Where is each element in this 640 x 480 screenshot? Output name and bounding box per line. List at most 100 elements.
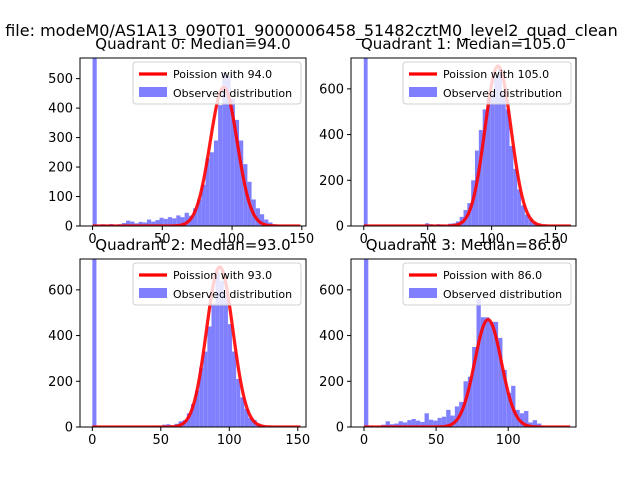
histogram-bar [239,140,244,226]
histogram-bar [130,221,135,226]
histogram-bar [138,221,143,226]
y-tick-label: 600 [48,283,73,298]
histogram-bar [498,68,502,226]
histogram-bar [159,217,164,226]
histogram-bar [476,299,481,427]
histogram-bar [264,219,269,226]
histogram-bar [498,337,503,427]
histogram-bar [234,119,240,226]
x-tick-label: 100 [220,232,245,247]
legend-patch-swatch [139,87,167,97]
panel-title: Quadrant 2: Median=93.0 [95,236,290,254]
histogram-bar [363,58,368,226]
histogram-bar [248,417,253,427]
histogram-bar [505,109,510,226]
histogram-bar [363,259,369,427]
histogram-bar [441,416,447,427]
histogram-bar [176,215,181,226]
histogram-bar [213,140,219,226]
histogram-bar [199,367,204,427]
panel-2: 0 50 100 150 0 200 400 600 Quadrant 2: Median=93… [48,236,310,448]
histogram-bar [180,217,185,226]
x-tick-label: 0 [88,232,96,247]
histogram-bar [142,222,147,226]
histogram-bar [155,220,160,226]
legend-box [402,262,572,306]
x-tick-label: 50 [154,232,171,247]
histogram-bar [411,419,416,427]
histogram-bar [537,423,542,427]
panel-3: 0 50 100 0 200 400 600 Quadrant 3: Median=86.0 P… [319,236,577,448]
legend-patch-swatch [409,288,437,298]
y-tick-label: 0 [336,421,344,436]
histogram-bar [243,164,248,226]
histogram-bar [222,72,227,226]
y-tick-label: 300 [48,131,73,146]
legend-patch-swatch [139,288,167,298]
histogram-bar [163,218,168,226]
histogram-bar [519,413,525,427]
histogram-bar [92,259,97,427]
histogram-bar [215,271,220,427]
plot-area [363,58,572,226]
panel-0: 0 50 100 150 0 100 200 300 400 500 Quadrant 0: Med… [48,35,314,247]
histogram-bar [230,99,235,226]
histogram-bar [437,417,442,427]
histogram-bar [226,75,231,226]
histogram-bar [478,130,483,226]
y-tick-label: 400 [319,128,344,143]
histogram-bar [467,376,473,427]
histogram-bar [197,199,202,226]
y-tick-label: 500 [48,72,73,87]
histogram-bar [236,379,241,427]
legend-label-observed: Observed distribution [173,87,292,100]
histogram-bar [223,294,228,427]
panel-1: 0 50 100 150 0 200 400 600 Quadrant 1: Median=10… [319,35,577,247]
histogram-bar [486,98,491,226]
histogram-bar [454,406,460,427]
axes-frame [79,57,307,227]
histogram-bar [480,317,486,427]
histogram-bar [490,93,495,226]
x-tick-label: 150 [289,232,314,247]
y-tick-label: 200 [48,161,73,176]
legend-label-observed: Observed distribution [443,87,562,100]
histogram-bar [385,421,390,427]
histogram-bar [398,421,403,427]
axes-frame [350,258,577,428]
y-tick-label: 600 [319,82,344,97]
histogram-bar [172,218,177,226]
x-tick-label: 100 [479,232,504,247]
histogram-bar [524,214,529,226]
y-tick-label: 400 [319,329,344,344]
histogram-bar [402,422,408,427]
histogram-bar [186,413,191,427]
histogram-bar [446,409,451,427]
histogram-bar [528,219,533,226]
poisson-curve [363,64,572,226]
legend-label-poisson: Poission with 86.0 [443,269,542,282]
histogram-bar [209,152,214,226]
histogram-bar [167,217,173,226]
histogram-bar [506,392,512,427]
legend-box [402,61,572,105]
histogram-bar [195,390,200,427]
plot-area [92,58,301,226]
x-tick-label: 150 [543,232,568,247]
histogram-bar [513,168,518,226]
x-tick-label: 50 [419,232,436,247]
histogram-bar [494,77,499,226]
histogram-bar [205,158,210,226]
panel-title: Quadrant 0: Median=94.0 [95,35,290,53]
y-tick-label: 400 [48,329,73,344]
histogram-bar [489,321,494,427]
histogram-bar [394,423,399,427]
histogram-bar [203,351,208,427]
x-tick-label: 100 [217,433,242,448]
y-tick-label: 200 [319,174,344,189]
legend-label-observed: Observed distribution [443,288,562,301]
x-tick-label: 0 [360,433,368,448]
x-tick-label: 100 [496,433,521,448]
axes-frame [350,57,577,227]
legend-label-observed: Observed distribution [173,288,292,301]
